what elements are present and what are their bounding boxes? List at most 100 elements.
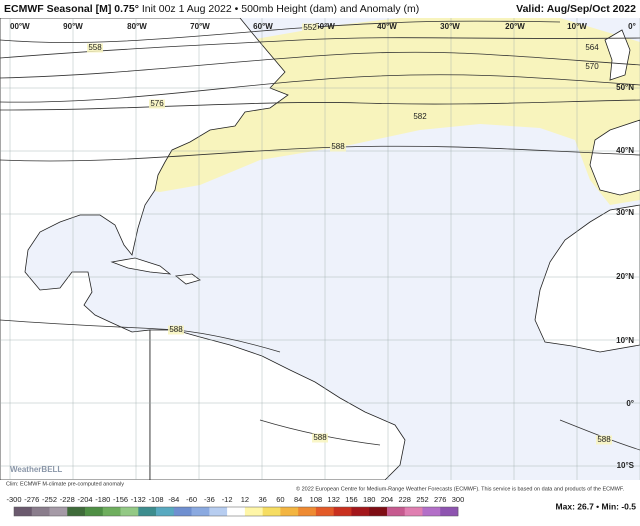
contour-label: 588 bbox=[331, 142, 345, 151]
hispaniola bbox=[175, 273, 201, 285]
contour-label: 588 bbox=[597, 435, 611, 444]
contour-label: 582 bbox=[413, 112, 427, 121]
valid-period: Valid: Aug/Sep/Oct 2022 bbox=[516, 3, 636, 15]
colorbar-tick-label: -12 bbox=[222, 495, 233, 504]
contour-label-bg bbox=[412, 112, 428, 122]
colorbar-segment bbox=[422, 507, 441, 516]
colorbar-tick-label: 12 bbox=[241, 495, 249, 504]
colorbar-tick-label: 84 bbox=[294, 495, 302, 504]
longitude-label: 60°W bbox=[253, 22, 273, 31]
colorbar-segment bbox=[67, 507, 86, 516]
colorbar-segment bbox=[315, 507, 334, 516]
colorbar-tick-label: 180 bbox=[363, 495, 376, 504]
colorbar-tick-label: -276 bbox=[24, 495, 39, 504]
contour-label-bg bbox=[584, 43, 600, 53]
contour-label-bg bbox=[330, 142, 346, 152]
clim-note: Clim: ECMWF M-climate pre-computed anoma… bbox=[6, 481, 124, 487]
land bbox=[0, 18, 640, 480]
colorbar-tick-label: -108 bbox=[149, 495, 164, 504]
colorbar-tick-label: 132 bbox=[327, 495, 340, 504]
contour bbox=[0, 51, 640, 79]
height-contours bbox=[0, 20, 640, 451]
colorbar-tick-label: -60 bbox=[186, 495, 197, 504]
colorbar-tick-label: 228 bbox=[398, 495, 411, 504]
longitude-label: 0° bbox=[628, 22, 636, 31]
colorbar-segment bbox=[404, 507, 423, 516]
colorbar-segment bbox=[262, 507, 281, 516]
colorbar-segment bbox=[49, 507, 68, 516]
graticule bbox=[0, 18, 640, 480]
contour bbox=[0, 20, 561, 43]
contour-label: 552 bbox=[303, 23, 317, 32]
contour bbox=[0, 74, 640, 103]
longitude-label: 70°W bbox=[190, 22, 210, 31]
colorbar-tick-label: 36 bbox=[258, 495, 266, 504]
colorbar-tick-label: 276 bbox=[434, 495, 447, 504]
colorbar-segment bbox=[369, 507, 388, 516]
colorbar-tick-label: 300 bbox=[452, 495, 465, 504]
colorbar-tick-label: 108 bbox=[310, 495, 323, 504]
copyright: © 2022 European Centre for Medium-Range … bbox=[296, 485, 625, 492]
colorbar-tick-label: -156 bbox=[113, 495, 128, 504]
cuba bbox=[110, 257, 172, 275]
map-area bbox=[0, 18, 640, 480]
contour-label: 558 bbox=[88, 43, 102, 52]
max-min: Max: 26.7 • Min: -0.5 bbox=[556, 501, 637, 511]
colorbar-segment bbox=[333, 507, 352, 516]
colorbar-tick-label: 252 bbox=[416, 495, 429, 504]
model-name: ECMWF Seasonal [M] 0.75° bbox=[4, 3, 139, 15]
colorbar-segment bbox=[351, 507, 370, 516]
longitude-label: 20°W bbox=[505, 22, 525, 31]
south-america bbox=[149, 329, 406, 480]
contour-label: 588 bbox=[313, 433, 327, 442]
colorbar-tick-label: -204 bbox=[78, 495, 93, 504]
colorbar-tick-label: -84 bbox=[168, 495, 179, 504]
contour-label-bg bbox=[87, 43, 103, 53]
colorbar-segment bbox=[120, 507, 139, 516]
contour-label-bg bbox=[312, 433, 328, 443]
colorbar: -300 -276 -252 -228 -204 -180 -156 -132 -108 -84-… bbox=[6, 495, 465, 517]
colorbar-segment bbox=[173, 507, 192, 516]
colorbar-segment bbox=[102, 507, 121, 516]
colorbar-tick-label: -132 bbox=[131, 495, 146, 504]
north-america bbox=[0, 18, 289, 480]
colorbar-segment bbox=[386, 507, 406, 516]
latitude-label: 10°S bbox=[617, 461, 635, 470]
colorbar-tick-label: 204 bbox=[381, 495, 394, 504]
colorbar-segment bbox=[209, 507, 228, 516]
colorbar-tick-label: -180 bbox=[95, 495, 110, 504]
colorbar-frame bbox=[13, 506, 459, 517]
colorbar-segment bbox=[227, 507, 246, 516]
colorbar-segment bbox=[156, 507, 175, 516]
colorbar-tick-label: -300 bbox=[6, 495, 21, 504]
contour-label-bg bbox=[302, 23, 318, 33]
contour-label: 588 bbox=[169, 325, 183, 334]
contour-label: 570 bbox=[585, 62, 599, 71]
europe-africa bbox=[534, 119, 640, 353]
colorbar-segment bbox=[280, 507, 299, 516]
longitude-label: 10°W bbox=[567, 22, 587, 31]
subtitle: Init 00z 1 Aug 2022 • 500mb Height (dam)… bbox=[142, 3, 419, 15]
longitude-label: 30°W bbox=[440, 22, 460, 31]
contour-label: 564 bbox=[585, 43, 599, 52]
contour-label: 576 bbox=[150, 99, 164, 108]
latitude-label: 20°N bbox=[616, 272, 634, 281]
colorbar-segment bbox=[31, 507, 50, 516]
contour-label-bg bbox=[168, 325, 184, 335]
latitude-label: 50°N bbox=[616, 83, 634, 92]
logo: WeatherBELL bbox=[10, 465, 62, 474]
colorbar-segment bbox=[85, 507, 104, 516]
colorbar-segment bbox=[191, 507, 210, 516]
longitude-label: 90°W bbox=[63, 22, 83, 31]
latitude-label: 10°N bbox=[616, 336, 634, 345]
latitude-label: 30°N bbox=[616, 208, 634, 217]
colorbar-tick-label: -36 bbox=[204, 495, 215, 504]
colorbar-tick-label: 156 bbox=[345, 495, 358, 504]
colorbar-segment bbox=[138, 507, 157, 516]
contour bbox=[0, 99, 640, 111]
colorbar-segment bbox=[298, 507, 317, 516]
longitude-label: 00°W bbox=[10, 22, 30, 31]
colorbar-tick-label: -228 bbox=[60, 495, 75, 504]
colorbar-segment bbox=[14, 507, 33, 516]
